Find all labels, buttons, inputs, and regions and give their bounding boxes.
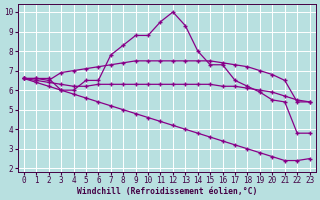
X-axis label: Windchill (Refroidissement éolien,°C): Windchill (Refroidissement éolien,°C) [76,187,257,196]
